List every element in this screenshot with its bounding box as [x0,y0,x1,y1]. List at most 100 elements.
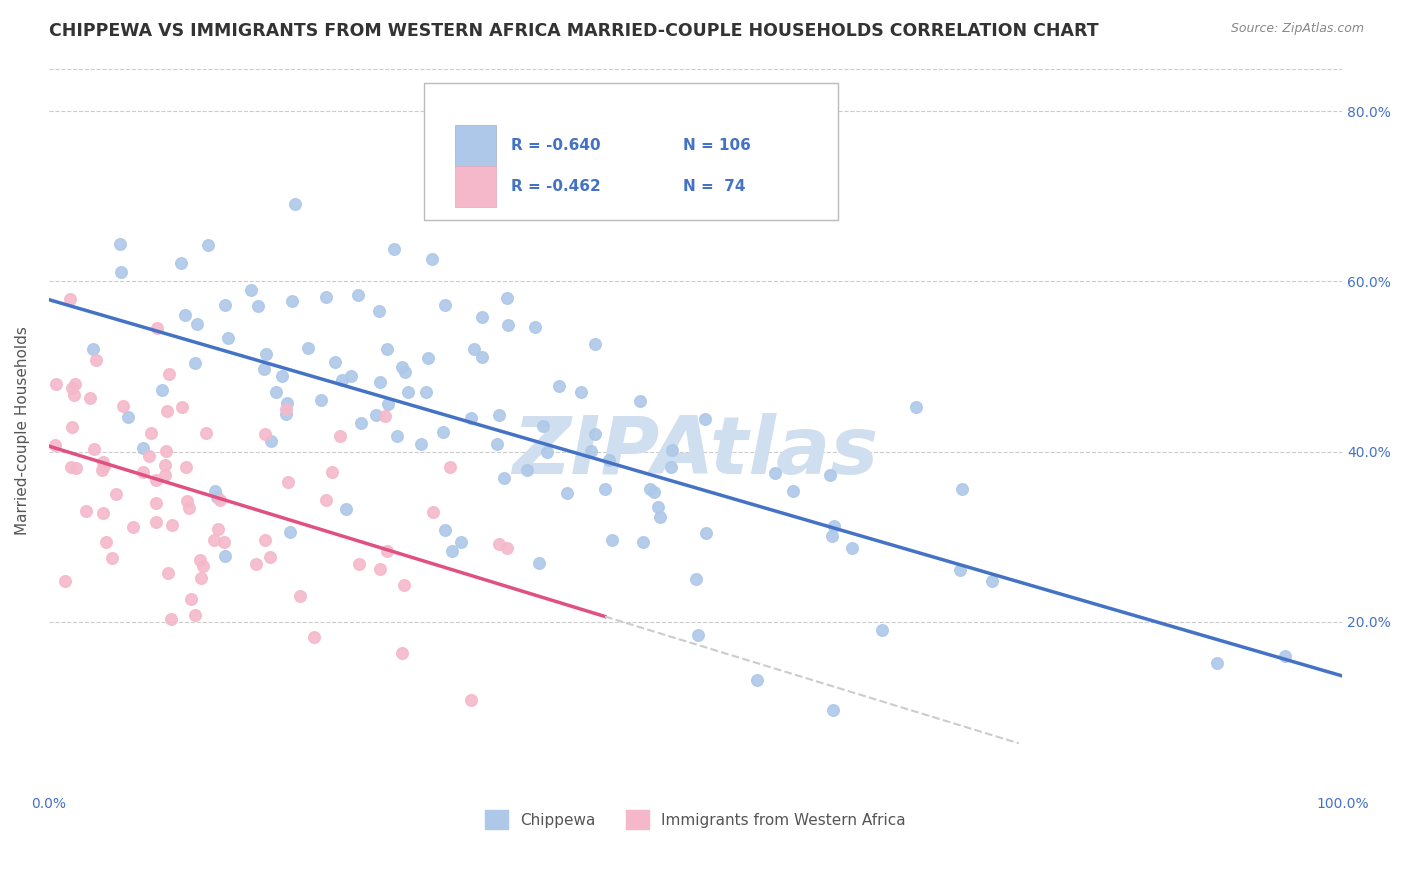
Point [377,397,399,411]
Point [191,558,214,573]
FancyBboxPatch shape [456,166,496,207]
Point [204,484,226,499]
Point [197,238,219,252]
Point [145,473,167,487]
Point [375,343,398,357]
Point [433,523,456,537]
Point [647,500,669,514]
Point [496,541,519,555]
Point [110,265,132,279]
Y-axis label: Married-couple Households: Married-couple Households [15,326,30,534]
Point [111,399,134,413]
Point [212,535,235,549]
Point [394,366,416,380]
Point [62,388,84,402]
Point [463,342,485,356]
Point [394,578,416,592]
Point [177,501,200,516]
Point [44,437,66,451]
Point [391,360,413,375]
Point [494,471,516,485]
Point [1274,648,1296,663]
Point [82,342,104,356]
Point [375,544,398,558]
Point [91,463,114,477]
Point [650,509,672,524]
Point [638,482,661,496]
Point [628,393,651,408]
Point [280,524,302,539]
Point [571,384,593,399]
Point [659,459,682,474]
Point [450,535,472,549]
Point [260,434,283,448]
Point [276,396,298,410]
Point [93,458,115,473]
Point [139,426,162,441]
Point [693,412,716,426]
Point [631,535,654,549]
Point [391,646,413,660]
Point [132,442,155,456]
Point [330,373,353,387]
Point [496,291,519,305]
Text: ZIPAtlas: ZIPAtlas [512,413,879,491]
Point [368,376,391,390]
Point [157,566,180,581]
Point [145,496,167,510]
Point [821,529,844,543]
Point [245,557,267,571]
Point [1205,656,1227,670]
Point [486,437,509,451]
Point [65,461,87,475]
Point [145,515,167,529]
Point [202,533,225,547]
Point [745,673,768,687]
Point [536,445,558,459]
Point [841,541,863,555]
Point [117,409,139,424]
Point [174,459,197,474]
Point [374,409,396,424]
Point [583,337,606,351]
Point [593,482,616,496]
Point [411,437,433,451]
Point [96,534,118,549]
Point [274,407,297,421]
Point [440,544,463,558]
Point [367,304,389,318]
Point [335,502,357,516]
Point [207,522,229,536]
Point [195,426,218,441]
Point [270,368,292,383]
Point [980,574,1002,588]
Point [190,571,212,585]
Point [59,459,82,474]
Point [254,426,277,441]
Text: N = 106: N = 106 [682,138,751,153]
Point [108,237,131,252]
Point [695,525,717,540]
Point [160,612,183,626]
Point [488,537,510,551]
Point [153,458,176,473]
Point [350,416,373,430]
Point [527,556,550,570]
Point [579,443,602,458]
Point [823,519,845,533]
Point [155,444,177,458]
Point [905,401,928,415]
Point [91,507,114,521]
Point [548,379,571,393]
Point [685,572,707,586]
Point [339,369,361,384]
Point [600,533,623,548]
Point [439,459,461,474]
Point [368,562,391,576]
Point [661,443,683,458]
Point [321,465,343,479]
Point [347,288,370,302]
Point [276,401,298,416]
Point [91,455,114,469]
Point [53,574,76,589]
